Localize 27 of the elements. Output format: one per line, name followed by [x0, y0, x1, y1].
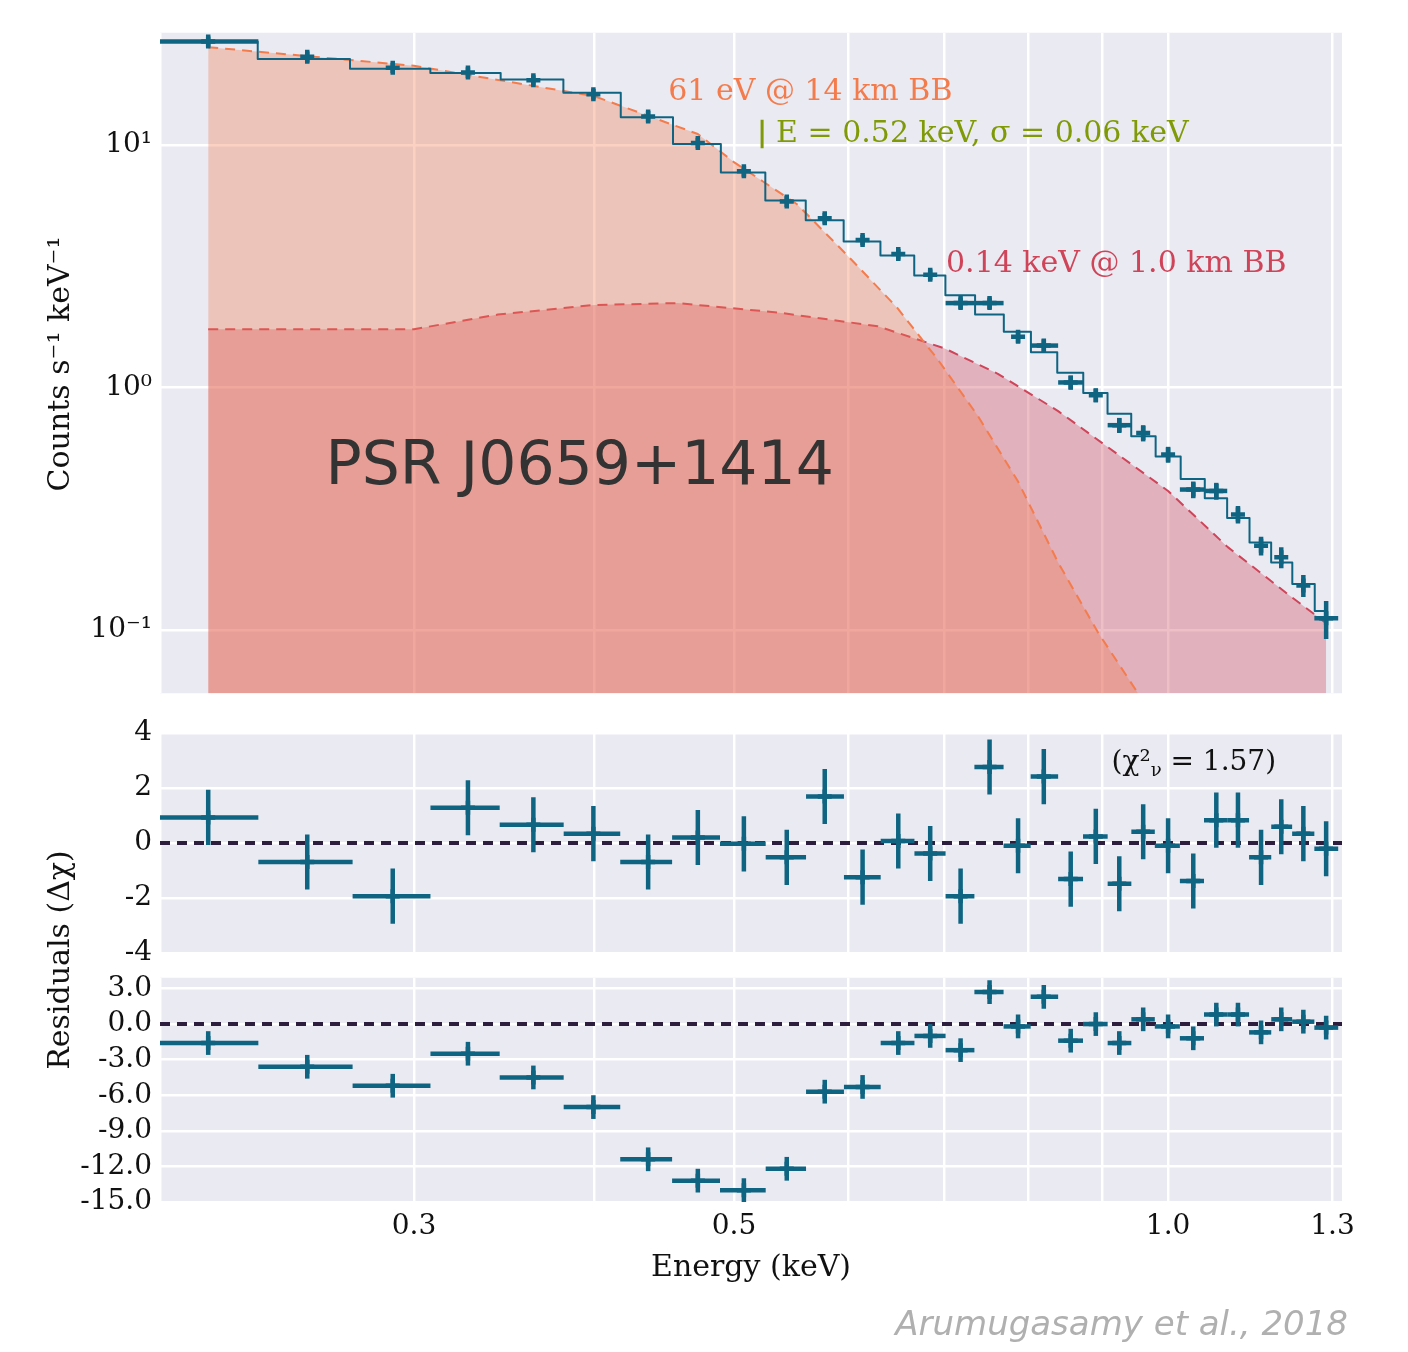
- y-tick-label: -2: [124, 879, 152, 913]
- y-tick-label: 3.0: [107, 969, 152, 1003]
- x-tick-label: 1.0: [1145, 1208, 1191, 1242]
- y-tick-label: 10⁻¹: [90, 611, 152, 645]
- text: Arumugasamy et al., 2018: [893, 1302, 1349, 1343]
- series-label: E = 0.52 keV, σ = 0.06 keV: [776, 113, 1190, 149]
- y-tick-label: 10¹: [105, 126, 152, 160]
- x-tick-label: 0.5: [711, 1208, 757, 1242]
- y-tick-label: 2: [134, 769, 152, 803]
- series-label: 61 eV @ 14 km BB: [668, 72, 953, 108]
- y-tick-label: 4: [134, 714, 152, 748]
- y-tick-label: -6.0: [98, 1076, 152, 1110]
- y-tick-label: 0: [134, 824, 152, 858]
- y-tick-label: 10⁰: [105, 368, 152, 402]
- annotation: PSR J0659+1414: [325, 428, 834, 499]
- y-axis-title: Counts s⁻¹ keV⁻¹: [40, 236, 76, 492]
- x-axis-title: Energy (keV): [650, 1247, 852, 1283]
- y-tick-label: -4: [124, 934, 152, 968]
- y-tick-label: -9.0: [98, 1112, 152, 1146]
- text: 0.14 keV @ 1.0 km BB: [946, 243, 1287, 279]
- y-tick-label: 0.0: [107, 1005, 152, 1039]
- x-tick-label: 1.3: [1310, 1208, 1355, 1242]
- y-tick-label: -15.0: [80, 1183, 152, 1217]
- y-axis-title: Residuals (Δχ): [40, 850, 76, 1070]
- y-tick-label: -3.0: [98, 1040, 152, 1074]
- x-tick-label: 0.3: [391, 1208, 437, 1242]
- y-tick-label: -12.0: [80, 1147, 152, 1181]
